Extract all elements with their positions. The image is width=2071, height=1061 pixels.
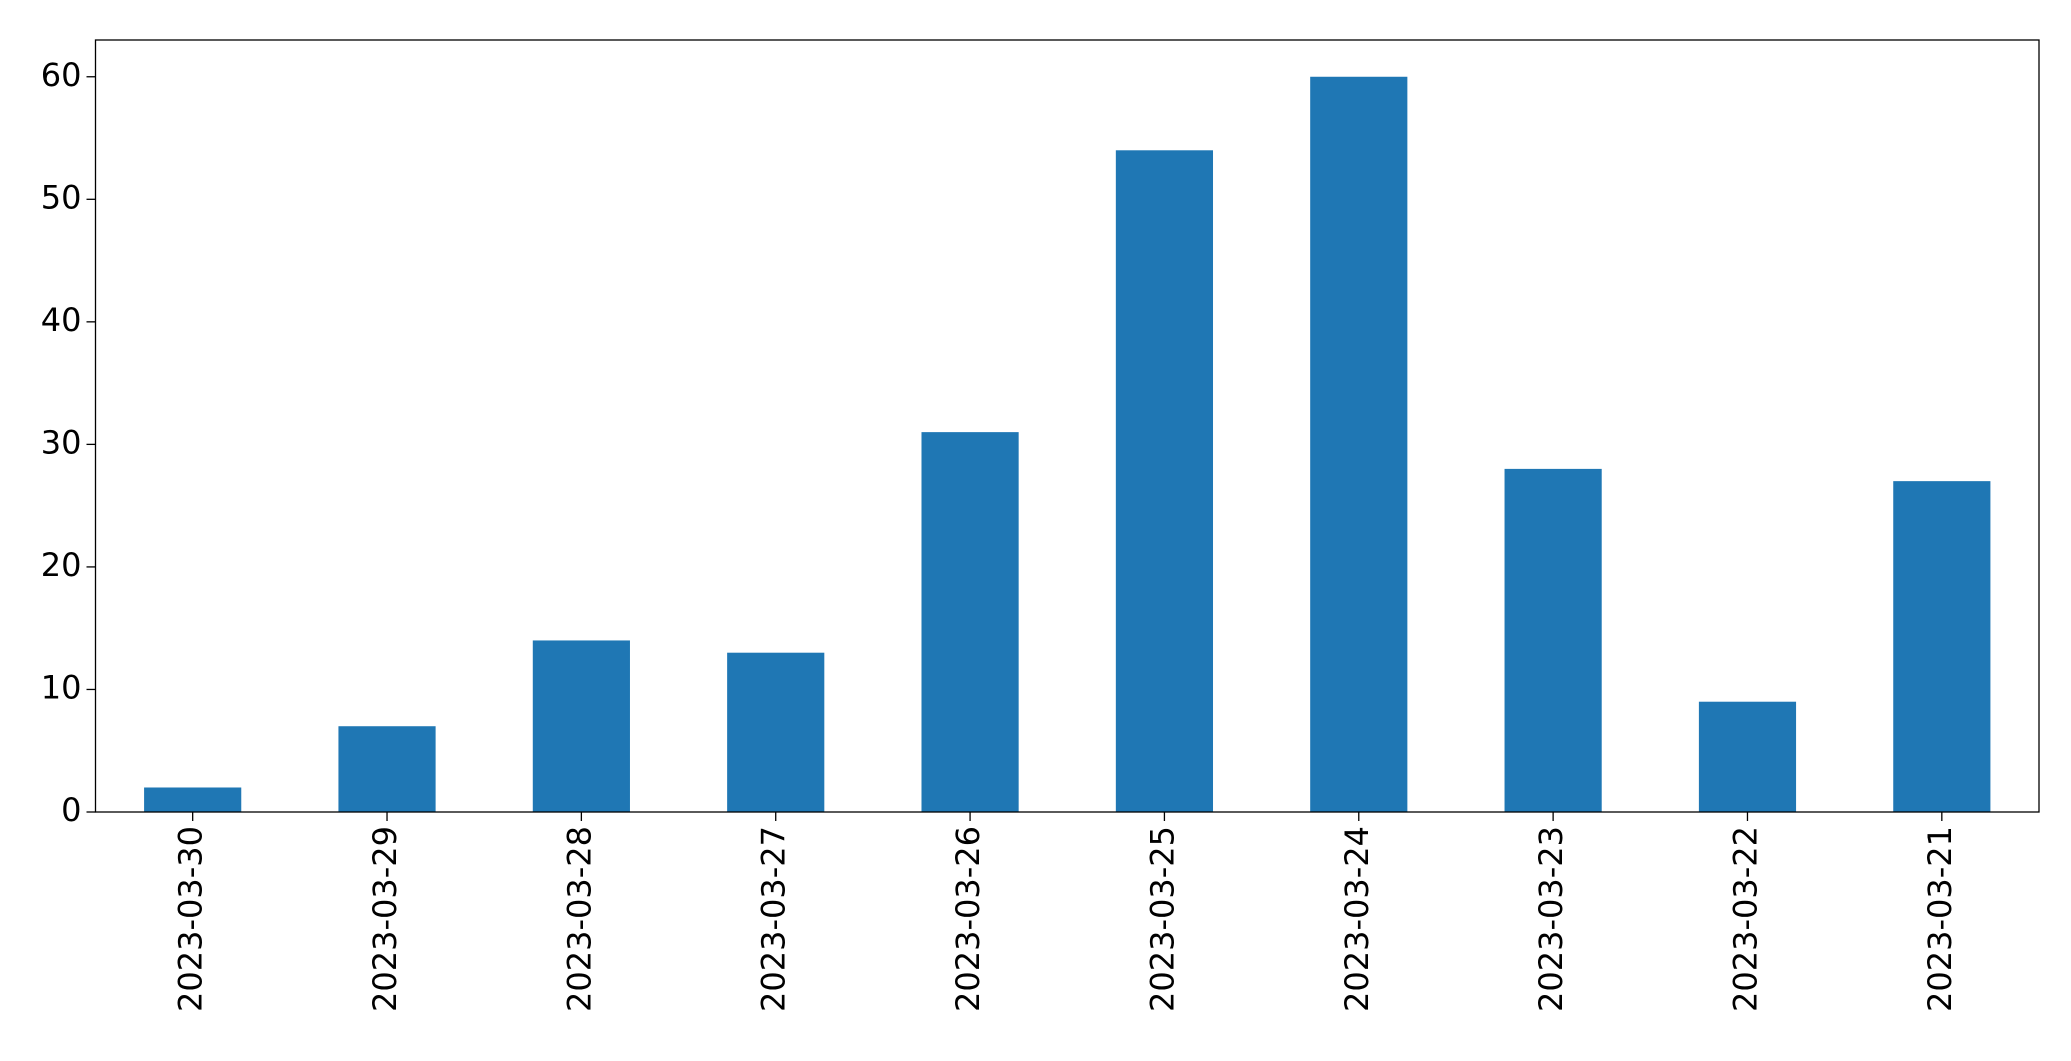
y-tick-label: 50 <box>41 178 82 216</box>
x-tick-label: 2023-03-27 <box>755 826 793 1012</box>
bar <box>921 432 1019 812</box>
bar <box>1310 76 1408 812</box>
bar <box>1698 701 1797 812</box>
y-tick-label: 30 <box>41 423 82 461</box>
y-tick-label: 20 <box>41 546 82 584</box>
x-tick-label: 2023-03-25 <box>1143 826 1181 1012</box>
axes-frame <box>94 39 2040 813</box>
x-tick-label: 2023-03-26 <box>949 826 987 1012</box>
y-tick-label: 0 <box>61 791 81 829</box>
bar <box>727 652 825 812</box>
x-tick-label: 2023-03-29 <box>366 826 404 1012</box>
x-tick-label: 2023-03-22 <box>1726 826 1764 1012</box>
bar <box>1893 481 1991 812</box>
x-tick-label: 2023-03-28 <box>560 826 598 1012</box>
y-tick-label: 10 <box>41 668 82 706</box>
plot-area <box>144 76 1991 813</box>
bar <box>144 787 242 812</box>
x-tick-label: 2023-03-23 <box>1532 826 1570 1012</box>
bar <box>1504 468 1602 812</box>
x-tick-label: 2023-03-30 <box>172 826 210 1012</box>
y-tick-label: 40 <box>41 301 82 339</box>
bar <box>1115 150 1214 813</box>
bar <box>532 640 630 812</box>
x-tick-label: 2023-03-24 <box>1338 826 1376 1012</box>
y-tick-label: 60 <box>41 56 82 94</box>
x-tick-label: 2023-03-21 <box>1921 826 1959 1012</box>
bar <box>338 726 436 812</box>
